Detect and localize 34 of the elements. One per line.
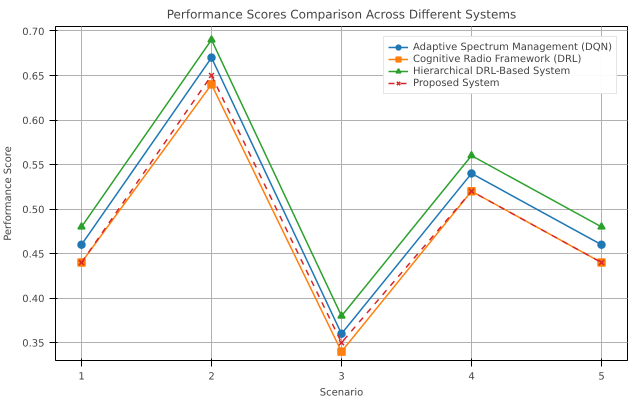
y-tick-label: 0.70 — [22, 26, 44, 38]
point — [208, 72, 215, 79]
point — [467, 169, 476, 178]
legend-label: Hierarchical DRL-Based System — [413, 65, 570, 77]
y-tick-label: 0.40 — [22, 294, 44, 306]
legend-label: Proposed System — [413, 77, 500, 89]
point — [337, 347, 346, 356]
y-tick-label: 0.45 — [22, 250, 44, 261]
chart-title: Performance Scores Comparison Across Different Systems — [166, 8, 516, 22]
y-axis-title: Performance Score — [3, 146, 14, 241]
y-tick-label: 0.55 — [22, 160, 44, 172]
point — [207, 35, 216, 43]
point — [77, 240, 86, 249]
legend-label: Adaptive Spectrum Management (DQN) — [413, 41, 612, 53]
y-tick-label: 0.65 — [22, 71, 44, 82]
point — [337, 330, 346, 338]
point — [207, 80, 216, 89]
point — [337, 311, 346, 319]
y-tick-label: 0.35 — [22, 338, 44, 350]
x-tick-label: 5 — [598, 372, 605, 382]
point — [597, 240, 606, 249]
point — [77, 222, 86, 230]
legend-label: Cognitive Radio Framework (DRL) — [413, 53, 582, 65]
x-tick-label: 3 — [338, 372, 345, 382]
y-tick-label: 0.60 — [22, 116, 44, 128]
point — [207, 53, 216, 62]
x-tick-label: 4 — [468, 372, 475, 382]
x-tick-label: 2 — [208, 372, 215, 382]
x-axis-title: Scenario — [320, 388, 364, 398]
y-tick-label: 0.50 — [22, 205, 44, 216]
point — [597, 222, 606, 230]
point — [467, 150, 476, 158]
point — [338, 339, 345, 346]
x-tick-label: 1 — [78, 372, 85, 382]
